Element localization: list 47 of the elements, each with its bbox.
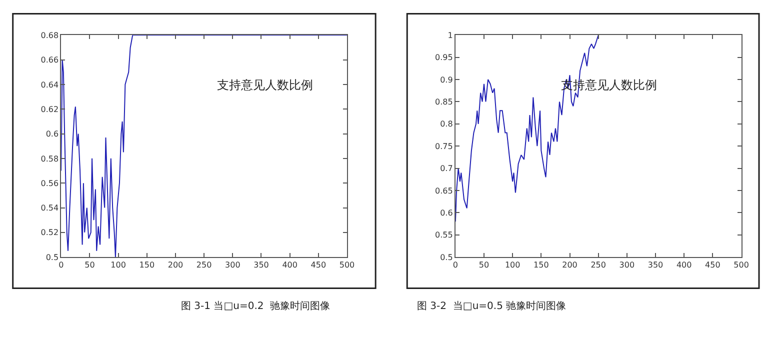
caption: 图 3-2 当□u=0.5 驰豫时间图像 (417, 300, 566, 312)
x-tick-label: 0 (452, 260, 458, 270)
y-tick-label: 0.95 (435, 53, 453, 62)
y-tick-label: 0.6 (440, 208, 453, 218)
y-tick-label: 0.6 (46, 130, 59, 139)
y-tick-label: 1 (448, 30, 453, 40)
y-tick-label: 0.68 (40, 30, 59, 40)
x-tick-label: 450 (310, 260, 326, 270)
line-series (455, 35, 599, 222)
caption: 图 3-1 当□u=0.2 驰豫时间图像 (181, 300, 330, 312)
x-tick-label: 50 (478, 260, 490, 270)
y-tick-label: 0.75 (435, 142, 453, 151)
x-tick-label: 350 (648, 260, 664, 270)
y-tick-label: 0.65 (435, 186, 453, 196)
x-tick-label: 350 (254, 260, 269, 270)
x-tick-label: 100 (504, 260, 520, 270)
x-tick-label: 250 (590, 260, 606, 270)
x-tick-label: 150 (534, 260, 549, 270)
y-tick-label: 0.9 (440, 75, 453, 84)
y-tick-label: 0.62 (40, 104, 59, 114)
y-tick-label: 0.8 (440, 120, 453, 129)
x-tick-label: 500 (339, 260, 355, 270)
y-tick-label: 0.85 (435, 98, 453, 107)
x-tick-label: 0 (58, 260, 64, 270)
x-tick-label: 200 (168, 260, 184, 270)
y-tick-label: 0.7 (440, 164, 453, 174)
y-tick-label: 0.5 (46, 252, 59, 262)
annotation: 支持意见人数比例 (217, 78, 313, 92)
y-tick-label: 0.58 (40, 154, 59, 164)
y-tick-label: 0.55 (435, 230, 453, 240)
x-tick-label: 200 (562, 260, 578, 270)
y-tick-label: 0.52 (40, 228, 59, 238)
x-tick-label: 300 (619, 260, 635, 270)
y-tick-label: 0.64 (40, 80, 59, 90)
x-tick-label: 100 (110, 260, 126, 270)
x-tick-label: 500 (734, 260, 749, 270)
x-tick-label: 50 (84, 260, 95, 270)
y-tick-label: 0.66 (40, 56, 59, 65)
x-tick-label: 400 (676, 260, 692, 270)
x-tick-label: 450 (705, 260, 720, 270)
y-tick-label: 0.54 (40, 204, 59, 213)
x-tick-label: 150 (139, 260, 155, 270)
y-tick-label: 0.56 (40, 178, 59, 188)
y-tick-label: 0.5 (440, 252, 453, 262)
x-tick-label: 400 (282, 260, 298, 270)
x-tick-label: 250 (196, 260, 212, 270)
x-tick-label: 300 (225, 260, 240, 270)
